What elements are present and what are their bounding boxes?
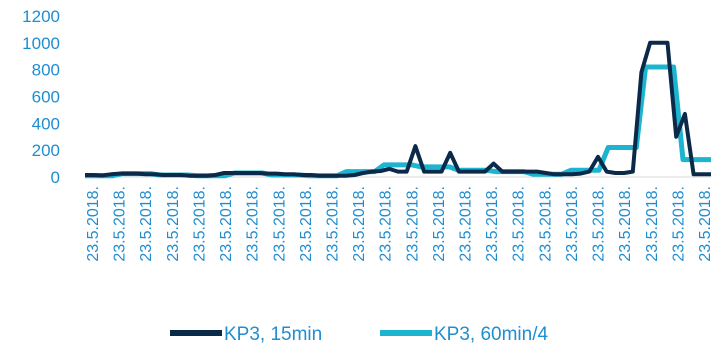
x-tick-label: 23.5.2018.: [591, 186, 608, 262]
x-tick-label: 23.5.2018.: [138, 186, 155, 262]
x-tick-label: 23.5.2018.: [670, 186, 687, 262]
y-axis: 0 200 400 600 800 1000 1200: [22, 7, 60, 187]
x-tick-label: 23.5.2018.: [351, 186, 368, 262]
y-tick-label: 1000: [22, 34, 60, 53]
y-tick-label: 0: [51, 168, 60, 187]
x-tick-label: 23.5.2018.: [511, 186, 528, 262]
x-tick-label: 23.5.2018.: [644, 186, 661, 262]
x-tick-label: 23.5.2018.: [245, 186, 262, 262]
x-tick-label: 23.5.2018.: [484, 186, 501, 262]
legend: KP3, 15min KP3, 60min/4: [170, 324, 548, 345]
x-tick-label: 23.5.2018.: [378, 186, 395, 262]
x-tick-label: 23.5.2018.: [564, 186, 581, 262]
x-tick-label: 23.5.2018.: [617, 186, 634, 262]
x-tick-label: 23.5.2018.: [271, 186, 288, 262]
x-tick-label: 23.5.2018.: [325, 186, 342, 262]
y-tick-label: 200: [32, 141, 60, 160]
x-tick-label: 23.5.2018.: [404, 186, 421, 262]
x-tick-label: 23.5.2018.: [458, 186, 475, 262]
x-axis: 23.5.2018. 23.5.2018. 23.5.2018. 23.5.2018.…: [85, 186, 713, 262]
legend-label: KP3, 15min: [224, 324, 322, 345]
series-line-kp3-60min: [85, 64, 711, 179]
plot-area: [85, 40, 711, 179]
x-tick-label: 23.5.2018.: [85, 186, 102, 262]
x-tick-label: 23.5.2018.: [112, 186, 129, 262]
x-tick-label: 23.5.2018.: [697, 186, 713, 262]
x-tick-label: 23.5.2018.: [218, 186, 235, 262]
series-line-kp3-15min: [85, 40, 711, 178]
x-tick-label: 23.5.2018.: [165, 186, 182, 262]
legend-label: KP3, 60min/4: [434, 324, 548, 345]
y-tick-label: 600: [32, 88, 60, 107]
y-tick-label: 800: [32, 61, 60, 80]
x-tick-label: 23.5.2018.: [298, 186, 315, 262]
y-tick-label: 400: [32, 114, 60, 133]
x-tick-label: 23.5.2018.: [191, 186, 208, 262]
y-tick-label: 1200: [22, 7, 60, 26]
x-tick-label: 23.5.2018.: [537, 186, 554, 262]
x-tick-label: 23.5.2018.: [431, 186, 448, 262]
